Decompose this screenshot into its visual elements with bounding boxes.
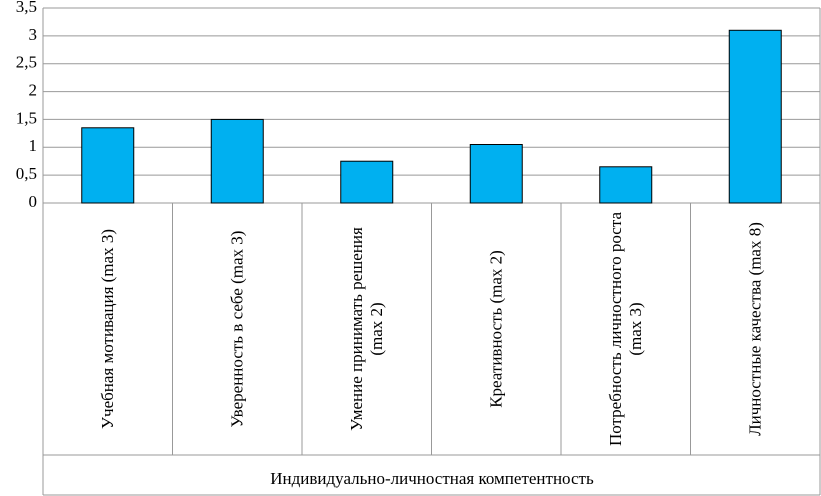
y-tick-label: 0 xyxy=(29,192,38,211)
bar xyxy=(81,127,135,204)
x-tick-label: Креативность (max 2) xyxy=(486,250,506,408)
y-tick-label: 3,5 xyxy=(16,0,37,16)
y-tick-label: 2 xyxy=(29,80,38,99)
x-axis-label: Индивидуально-личностная компетентность xyxy=(270,469,594,488)
x-tick-label-box: Учебная мотивация (max 3) xyxy=(97,229,117,430)
x-tick-label: Учебная мотивация (max 3) xyxy=(97,229,117,430)
x-tick-label: Умение принимать решения (max 2) xyxy=(346,227,386,431)
x-tick-label-box: Креативность (max 2) xyxy=(486,250,506,408)
bar xyxy=(340,160,394,204)
bar xyxy=(210,118,264,204)
x-tick-label: Уверенность в себе (max 3) xyxy=(227,230,247,428)
x-tick-label-box: Личностные качества (max 8) xyxy=(745,222,765,436)
x-tick-label: Личностные качества (max 8) xyxy=(745,222,765,436)
x-tick-label-box: Умение принимать решения (max 2) xyxy=(346,227,386,431)
y-tick-label: 2,5 xyxy=(16,53,37,72)
x-tick-label-box: Потребность личностного роста (max 3) xyxy=(605,211,645,447)
y-tick-label: 1 xyxy=(29,136,38,155)
bar xyxy=(469,144,523,204)
y-tick-label: 0,5 xyxy=(16,164,37,183)
x-tick-label: Потребность личностного роста (max 3) xyxy=(605,211,645,447)
y-tick-label: 3 xyxy=(29,25,38,44)
x-tick-label-box: Уверенность в себе (max 3) xyxy=(227,230,247,428)
bar xyxy=(728,29,782,204)
y-tick-label: 1,5 xyxy=(16,108,37,127)
bar xyxy=(599,166,653,204)
